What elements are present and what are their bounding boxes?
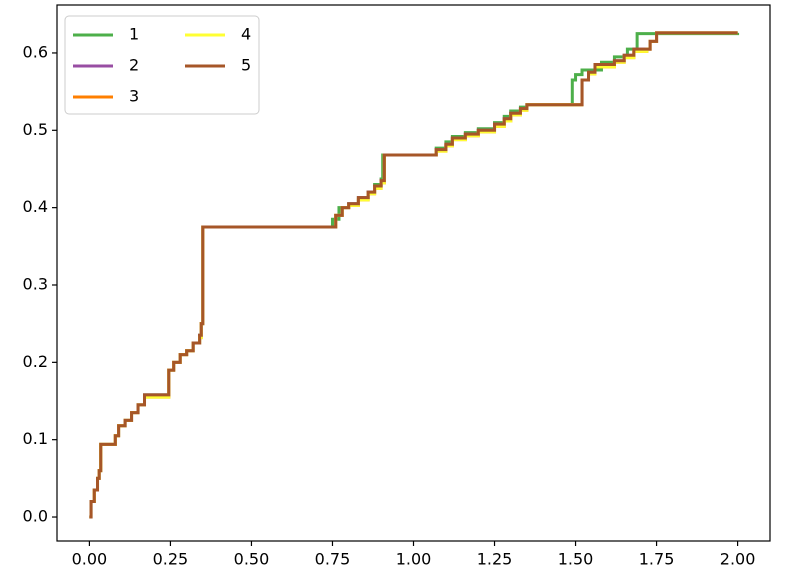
series-line bbox=[89, 31, 738, 519]
plot-frame bbox=[56, 4, 771, 542]
y-tick-label: 0.5 bbox=[23, 120, 48, 139]
x-tick-label: 1.75 bbox=[639, 550, 675, 569]
y-tick-label: 0.0 bbox=[23, 507, 48, 526]
x-tick-label: 1.25 bbox=[477, 550, 513, 569]
x-tick-label: 0.25 bbox=[153, 550, 189, 569]
legend-box bbox=[64, 15, 260, 115]
y-tick-label: 0.6 bbox=[23, 42, 48, 61]
y-tick-label: 0.3 bbox=[23, 274, 48, 293]
y-tick-label: 0.4 bbox=[23, 197, 48, 216]
y-tick-label: 0.1 bbox=[23, 429, 48, 448]
legend-label: 2 bbox=[129, 56, 139, 75]
y-tick-label: 0.2 bbox=[23, 352, 48, 371]
x-tick-label: 1.50 bbox=[558, 550, 594, 569]
x-tick-label: 2.00 bbox=[720, 550, 756, 569]
x-tick-label: 0.75 bbox=[315, 550, 351, 569]
x-tick-label: 0.50 bbox=[234, 550, 270, 569]
legend-label: 5 bbox=[241, 56, 251, 75]
legend-label: 3 bbox=[129, 87, 139, 106]
x-tick-label: 1.00 bbox=[396, 550, 432, 569]
legend-label: 1 bbox=[129, 25, 139, 44]
legend-label: 4 bbox=[241, 25, 251, 44]
x-tick-label: 0.00 bbox=[72, 550, 108, 569]
